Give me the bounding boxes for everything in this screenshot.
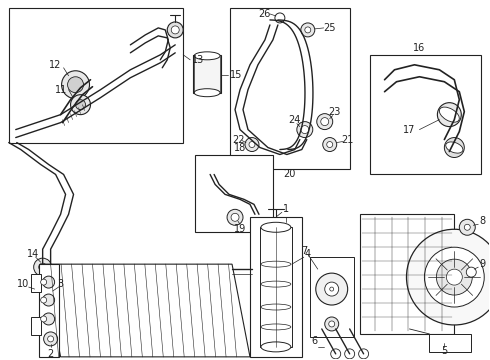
Text: 3: 3 [57,279,64,289]
Circle shape [465,224,470,230]
Bar [260,227,292,347]
Text: 22: 22 [232,135,245,145]
Text: 5: 5 [441,346,447,356]
Circle shape [323,138,337,152]
Bar [39,264,59,357]
Text: 4: 4 [305,249,311,259]
Text: 6: 6 [312,336,318,346]
Circle shape [329,321,335,327]
Circle shape [407,229,490,325]
Circle shape [43,276,54,288]
Circle shape [325,282,339,296]
Circle shape [297,122,313,138]
Text: 20: 20 [284,170,296,179]
Circle shape [34,258,51,276]
Circle shape [444,138,465,157]
Ellipse shape [446,142,463,153]
Circle shape [62,71,90,99]
Circle shape [301,23,315,37]
Polygon shape [43,264,250,357]
Circle shape [41,279,47,285]
Circle shape [39,263,47,271]
Circle shape [305,27,311,33]
Circle shape [331,349,341,359]
Bar [193,55,221,93]
Text: 1: 1 [283,204,289,214]
Circle shape [459,219,475,235]
Text: 7: 7 [302,246,308,256]
Bar [360,214,454,334]
Circle shape [316,273,348,305]
Circle shape [41,316,47,322]
Text: 10: 10 [17,279,29,289]
Circle shape [227,209,243,225]
Circle shape [41,297,47,303]
Bar [9,8,183,143]
Circle shape [321,118,329,126]
Bar [195,154,273,232]
Circle shape [68,77,83,93]
Bar [230,8,350,170]
Circle shape [359,349,368,359]
Circle shape [245,138,259,152]
Circle shape [327,141,333,148]
Circle shape [325,317,339,331]
Circle shape [438,103,461,127]
Text: 21: 21 [342,135,354,145]
Text: 2: 2 [48,349,54,359]
Ellipse shape [261,281,291,287]
Text: 18: 18 [234,143,246,153]
Circle shape [48,336,53,342]
Bar [31,317,41,335]
Bar [310,257,354,337]
Bar [31,274,41,292]
Circle shape [466,267,476,277]
Circle shape [446,269,462,285]
Text: 14: 14 [26,249,39,259]
Text: 9: 9 [479,259,485,269]
Ellipse shape [194,52,220,60]
Circle shape [44,332,58,346]
Circle shape [317,114,333,130]
Bar [429,334,471,352]
Text: 16: 16 [414,43,426,53]
Circle shape [344,349,355,359]
Circle shape [167,22,183,38]
Ellipse shape [194,89,220,97]
Circle shape [231,213,239,221]
Ellipse shape [261,324,291,330]
Bar [369,55,481,175]
Circle shape [249,141,255,148]
Ellipse shape [440,107,459,122]
Text: 12: 12 [49,60,62,70]
Text: 25: 25 [323,23,336,33]
Circle shape [43,313,54,325]
Text: 17: 17 [403,125,416,135]
Text: 19: 19 [234,224,246,234]
Ellipse shape [261,222,291,232]
Text: 13: 13 [192,55,204,65]
Ellipse shape [261,342,291,352]
Text: 24: 24 [289,114,301,125]
Circle shape [330,287,334,291]
Circle shape [437,259,472,295]
Circle shape [301,126,309,134]
Text: 23: 23 [328,107,341,117]
Ellipse shape [261,304,291,310]
Text: 8: 8 [479,216,485,226]
Ellipse shape [261,261,291,267]
Circle shape [75,100,86,110]
Bar [250,217,302,357]
Circle shape [171,26,179,34]
Text: 11: 11 [54,85,67,95]
Text: 15: 15 [230,70,242,80]
Circle shape [275,13,285,23]
Circle shape [43,294,54,306]
Text: 26: 26 [259,9,271,19]
Circle shape [424,247,484,307]
Circle shape [71,95,91,114]
